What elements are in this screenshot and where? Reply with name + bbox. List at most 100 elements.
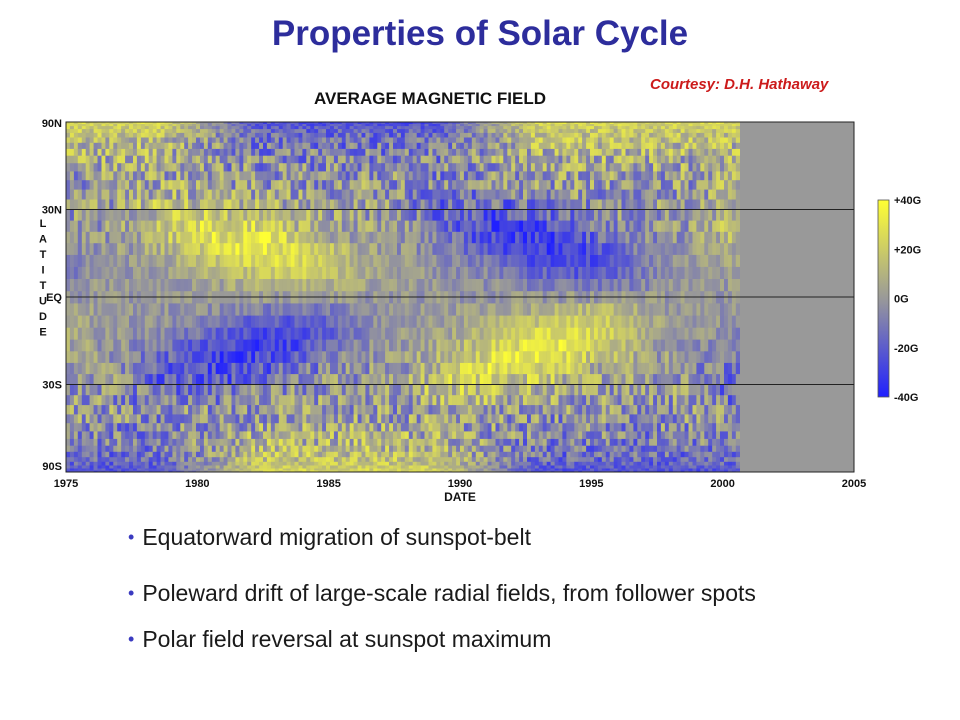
heatmap-cell bbox=[373, 242, 378, 255]
heatmap-cell bbox=[400, 445, 406, 452]
heatmap-cell bbox=[306, 148, 311, 156]
heatmap-cell bbox=[314, 171, 319, 181]
heatmap-cell bbox=[263, 445, 268, 452]
heatmap-cell bbox=[172, 231, 177, 244]
heatmap-cell bbox=[310, 373, 315, 385]
heatmap-cell bbox=[475, 461, 480, 466]
heatmap-cell bbox=[188, 315, 193, 328]
heatmap-cell bbox=[176, 451, 181, 458]
heatmap-cell bbox=[243, 125, 248, 130]
heatmap-cell bbox=[243, 231, 248, 244]
heatmap-cell bbox=[89, 461, 94, 466]
heatmap-cell bbox=[326, 171, 331, 181]
heatmap-cell bbox=[322, 339, 327, 352]
heatmap-cell bbox=[408, 470, 413, 472]
heatmap-cell bbox=[420, 456, 425, 462]
heatmap-cell bbox=[215, 254, 220, 267]
heatmap-cell bbox=[192, 373, 197, 385]
heatmap-cell bbox=[121, 125, 126, 130]
heatmap-cell bbox=[227, 137, 232, 143]
heatmap-cell bbox=[463, 137, 469, 143]
heatmap-cell bbox=[463, 327, 469, 340]
heatmap-cell bbox=[117, 461, 122, 466]
heatmap-cell bbox=[274, 362, 279, 375]
heatmap-cell bbox=[416, 278, 421, 292]
heatmap-cell bbox=[140, 414, 146, 424]
heatmap-cell bbox=[448, 142, 453, 149]
heatmap-cell bbox=[223, 303, 228, 316]
heatmap-cell bbox=[282, 315, 287, 328]
heatmap-cell bbox=[168, 414, 173, 424]
heatmap-cell bbox=[247, 465, 252, 469]
heatmap-cell bbox=[499, 465, 504, 469]
heatmap-cell bbox=[207, 468, 212, 471]
heatmap-cell bbox=[365, 414, 370, 424]
heatmap-cell bbox=[298, 327, 303, 340]
heatmap-cell bbox=[428, 327, 433, 340]
heatmap-cell bbox=[263, 315, 268, 328]
heatmap-cell bbox=[211, 179, 216, 190]
heatmap-cell bbox=[125, 422, 130, 432]
heatmap-cell bbox=[322, 461, 327, 466]
heatmap-cell bbox=[322, 438, 327, 446]
heatmap-cell bbox=[467, 315, 473, 328]
heatmap-cell bbox=[365, 431, 370, 439]
heatmap-cell bbox=[251, 162, 256, 172]
heatmap-cell bbox=[235, 171, 240, 181]
heatmap-cell bbox=[467, 451, 473, 458]
heatmap-cell bbox=[133, 438, 138, 446]
heatmap-cell bbox=[235, 122, 240, 124]
heatmap-cell bbox=[373, 451, 378, 458]
heatmap-cell bbox=[428, 384, 433, 396]
heatmap-cell bbox=[77, 125, 82, 130]
heatmap-cell bbox=[164, 362, 169, 375]
heatmap-cell bbox=[231, 122, 236, 124]
heatmap-cell bbox=[345, 199, 350, 210]
heatmap-cell bbox=[326, 189, 331, 200]
heatmap-cell bbox=[448, 179, 453, 190]
heatmap-cell bbox=[460, 373, 465, 385]
heatmap-cell bbox=[357, 189, 362, 200]
heatmap-cell bbox=[278, 266, 283, 279]
heatmap-cell bbox=[448, 231, 453, 244]
heatmap-cell bbox=[337, 278, 343, 292]
heatmap-cell bbox=[491, 373, 496, 385]
heatmap-cell bbox=[113, 162, 118, 172]
heatmap-cell bbox=[251, 303, 256, 316]
heatmap-cell bbox=[66, 461, 71, 466]
heatmap-cell bbox=[467, 278, 473, 292]
heatmap-cell bbox=[263, 362, 268, 375]
heatmap-cell bbox=[255, 278, 260, 292]
heatmap-cell bbox=[448, 315, 453, 328]
heatmap-cell bbox=[471, 327, 476, 340]
heatmap-cell bbox=[239, 199, 244, 210]
heatmap-cell bbox=[416, 315, 421, 328]
heatmap-cell bbox=[125, 199, 130, 210]
heatmap-cell bbox=[310, 123, 315, 127]
heatmap-cell bbox=[176, 438, 181, 446]
heatmap-cell bbox=[184, 451, 189, 458]
heatmap-cell bbox=[381, 132, 386, 138]
heatmap-cell bbox=[97, 220, 102, 232]
heatmap-cell bbox=[463, 339, 469, 352]
heatmap-cell bbox=[235, 123, 240, 127]
heatmap-cell bbox=[156, 278, 161, 292]
heatmap-cell bbox=[156, 155, 161, 164]
heatmap-cell bbox=[247, 137, 252, 143]
heatmap-cell bbox=[172, 339, 177, 352]
heatmap-cell bbox=[444, 384, 449, 396]
heatmap-cell bbox=[349, 470, 354, 472]
heatmap-cell bbox=[164, 148, 169, 156]
heatmap-cell bbox=[318, 125, 323, 130]
heatmap-cell bbox=[318, 438, 323, 446]
heatmap-cell bbox=[491, 438, 496, 446]
heatmap-cell bbox=[349, 155, 354, 164]
heatmap-cell bbox=[491, 189, 496, 200]
heatmap-cell bbox=[452, 465, 457, 469]
heatmap-cell bbox=[456, 461, 461, 466]
heatmap-cell bbox=[278, 456, 283, 462]
heatmap-cell bbox=[330, 155, 335, 164]
heatmap-cell bbox=[259, 231, 264, 244]
heatmap-cell bbox=[200, 414, 205, 424]
heatmap-cell bbox=[420, 422, 425, 432]
